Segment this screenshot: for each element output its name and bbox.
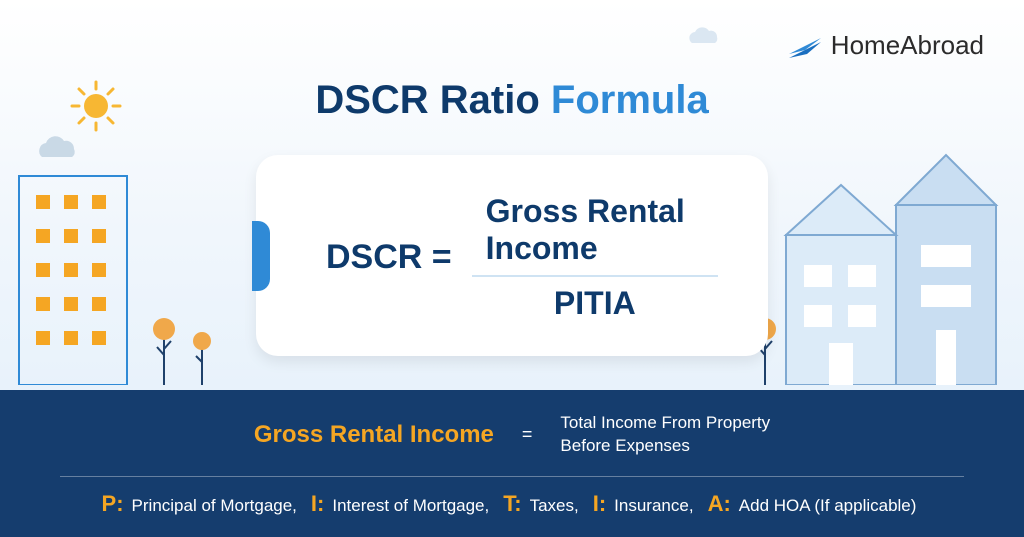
- pitia-p-val: Principal of Mortgage,: [132, 496, 297, 516]
- pitia-p-key: P:: [102, 491, 124, 517]
- fraction-numerator: Gross Rental Income: [472, 185, 718, 275]
- cloud-icon: [684, 25, 724, 52]
- tree-icon: [150, 315, 178, 390]
- pitia-i1-key: I:: [311, 491, 324, 517]
- brand-name: HomeAbroad: [831, 30, 984, 61]
- gri-equals: =: [522, 424, 533, 445]
- pitia-t-val: Taxes,: [530, 496, 579, 516]
- divider: [60, 476, 964, 477]
- formula-fraction: Gross Rental Income PITIA: [472, 185, 718, 330]
- card-accent-tab: [252, 221, 270, 291]
- pitia-i2-val: Insurance,: [614, 496, 693, 516]
- pitia-i2-key: I:: [593, 491, 606, 517]
- pitia-legend-row: P: Principal of Mortgage, I: Interest of…: [60, 491, 964, 517]
- cloud-icon: [32, 135, 82, 168]
- gri-label: Gross Rental Income: [254, 421, 494, 449]
- logo-mark-icon: [787, 32, 823, 60]
- fraction-denominator: PITIA: [540, 277, 650, 330]
- pitia-t-key: T:: [503, 491, 521, 517]
- brand-logo: HomeAbroad: [787, 30, 984, 61]
- title-part2: Formula: [551, 78, 709, 122]
- formula-lhs: DSCR =: [326, 238, 452, 277]
- gri-desc-line1: Total Income From Property: [560, 412, 770, 435]
- tree-icon: [190, 330, 214, 390]
- pitia-a-val: Add HOA (If applicable): [739, 496, 917, 516]
- building-right-icon: [776, 145, 1006, 390]
- title-part1: DSCR Ratio: [315, 78, 551, 122]
- formula-card: DSCR = Gross Rental Income PITIA: [256, 155, 768, 356]
- pitia-a-key: A:: [708, 491, 731, 517]
- gri-desc-line2: Before Expenses: [560, 435, 770, 458]
- page-title: DSCR Ratio Formula: [0, 78, 1024, 123]
- gri-description: Total Income From Property Before Expens…: [560, 412, 770, 458]
- building-left-icon: [18, 175, 128, 390]
- lower-section: Gross Rental Income = Total Income From …: [0, 390, 1024, 537]
- pitia-i1-val: Interest of Mortgage,: [332, 496, 489, 516]
- gri-definition-row: Gross Rental Income = Total Income From …: [60, 412, 964, 458]
- upper-section: HomeAbroad: [0, 0, 1024, 390]
